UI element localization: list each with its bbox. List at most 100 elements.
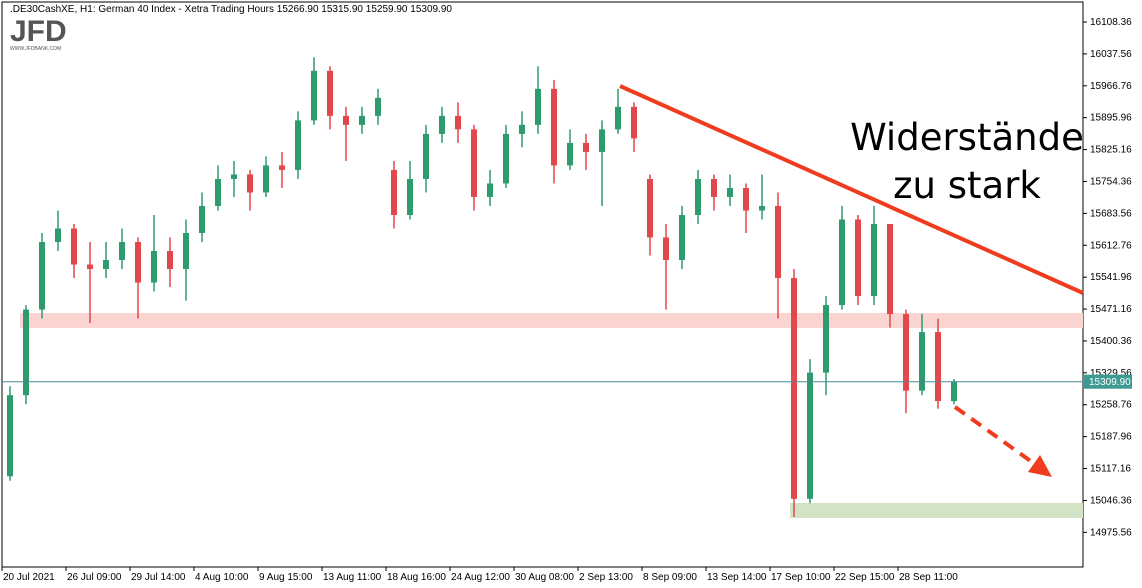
y-tick-label: 15329.56 — [1090, 368, 1132, 379]
y-tick-label: 15683.56 — [1090, 208, 1132, 219]
bar-body — [855, 219, 861, 297]
bar-body — [183, 232, 189, 270]
bar-body — [535, 88, 541, 125]
x-tick-label: 9 Aug 15:00 — [259, 572, 313, 583]
bar-body — [823, 305, 829, 373]
bar-body — [759, 205, 765, 211]
bar-body — [423, 133, 429, 179]
x-tick-label: 28 Sep 11:00 — [899, 572, 958, 583]
bar-body — [727, 187, 733, 197]
x-tick-label: 24 Aug 12:00 — [451, 572, 510, 583]
bar-body — [279, 165, 285, 170]
x-tick-label: 8 Sep 09:00 — [643, 572, 697, 583]
bar-body — [903, 314, 909, 391]
plot-frame — [1, 1, 1084, 568]
y-tick-label: 15541.96 — [1090, 272, 1132, 283]
bar-body — [599, 129, 605, 152]
bar-body — [695, 178, 701, 215]
bar-body — [439, 115, 445, 134]
annotation: zu stark — [893, 164, 1041, 207]
bar-body — [167, 251, 173, 270]
bar-body — [455, 115, 461, 130]
bar-body — [615, 106, 621, 130]
y-tick-label: 15400.36 — [1090, 336, 1132, 347]
bar-body — [775, 205, 781, 279]
bar-body — [951, 381, 957, 402]
y-tick-label: 15258.76 — [1090, 400, 1132, 411]
bar-body — [231, 174, 237, 179]
x-tick-label: 20 Jul 2021 — [3, 572, 55, 583]
bar-body — [839, 219, 845, 306]
bar-body — [71, 228, 77, 265]
bar-body — [247, 174, 253, 193]
logo-site: WWW.JFDBANK.COM — [10, 46, 61, 52]
y-tick-label: 15895.96 — [1090, 113, 1132, 124]
bar-body — [359, 115, 365, 125]
x-tick-label: 4 Aug 10:00 — [195, 572, 249, 583]
y-tick-label: 15046.36 — [1090, 495, 1132, 506]
bar-body — [119, 242, 125, 261]
bar-body — [215, 178, 221, 206]
resistance-zone — [20, 313, 1083, 328]
bar-body — [39, 242, 45, 310]
y-tick-label: 15754.36 — [1090, 176, 1132, 187]
last-price-label: 15309.90 — [1089, 377, 1131, 388]
bar-body — [7, 395, 13, 477]
bar-body — [87, 264, 93, 270]
bar-body — [647, 178, 653, 238]
y-tick-label: 15187.96 — [1090, 432, 1132, 443]
bar-body — [503, 133, 509, 184]
y-tick-label: 16108.36 — [1090, 17, 1132, 28]
y-tick-label: 15825.16 — [1090, 145, 1132, 156]
last-price-box — [1084, 374, 1132, 389]
bar-body — [135, 242, 141, 283]
x-tick-label: 18 Aug 16:00 — [387, 572, 446, 583]
bar-body — [567, 142, 573, 166]
y-tick-label: 14975.56 — [1090, 527, 1132, 538]
bar-body — [471, 129, 477, 197]
x-tick-label: 13 Sep 14:00 — [707, 572, 767, 583]
bar-body — [327, 70, 333, 116]
forecast-arrow — [953, 405, 1034, 464]
bar-body — [807, 372, 813, 499]
bar-body — [583, 142, 589, 152]
x-tick-label: 29 Jul 14:00 — [131, 572, 186, 583]
bar-body — [871, 223, 877, 297]
bar-body — [935, 332, 941, 402]
arrow-head — [1028, 455, 1052, 477]
bar-body — [887, 223, 893, 315]
bar-body — [519, 124, 525, 134]
annotation: Widerstände — [850, 116, 1084, 159]
bar-body — [919, 332, 925, 391]
x-tick-label: 26 Jul 09:00 — [67, 572, 122, 583]
y-tick-label: 15117.16 — [1090, 464, 1131, 475]
bar-body — [679, 214, 685, 261]
bar-body — [199, 205, 205, 233]
bar-body — [487, 183, 493, 197]
bar-body — [743, 187, 749, 211]
trend-line — [619, 84, 1084, 295]
bar-body — [103, 260, 109, 270]
bar-body — [711, 178, 717, 197]
bar-body — [151, 251, 157, 283]
bar-body — [663, 237, 669, 261]
x-tick-label: 2 Sep 13:00 — [579, 572, 633, 583]
bar-body — [343, 115, 349, 125]
x-tick-label: 22 Sep 15:00 — [835, 572, 895, 583]
bar-body — [375, 97, 381, 116]
y-tick-label: 15612.76 — [1090, 240, 1132, 251]
bar-body — [55, 228, 61, 243]
y-tick-label: 16037.56 — [1090, 49, 1132, 60]
x-tick-label: 13 Aug 11:00 — [323, 572, 382, 583]
support-zone — [790, 503, 1083, 518]
header: .DE30CashXE, H1: German 40 Index - Xetra… — [10, 4, 452, 15]
x-tick-label: 30 Aug 08:00 — [515, 572, 574, 583]
bar-body — [551, 88, 557, 166]
y-tick-label: 15471.16 — [1090, 304, 1132, 315]
bar-body — [263, 165, 269, 193]
y-tick-label: 15966.76 — [1090, 81, 1132, 92]
logo: JFD — [10, 15, 67, 48]
x-tick-label: 17 Sep 10:00 — [771, 572, 831, 583]
bar-body — [791, 278, 797, 499]
